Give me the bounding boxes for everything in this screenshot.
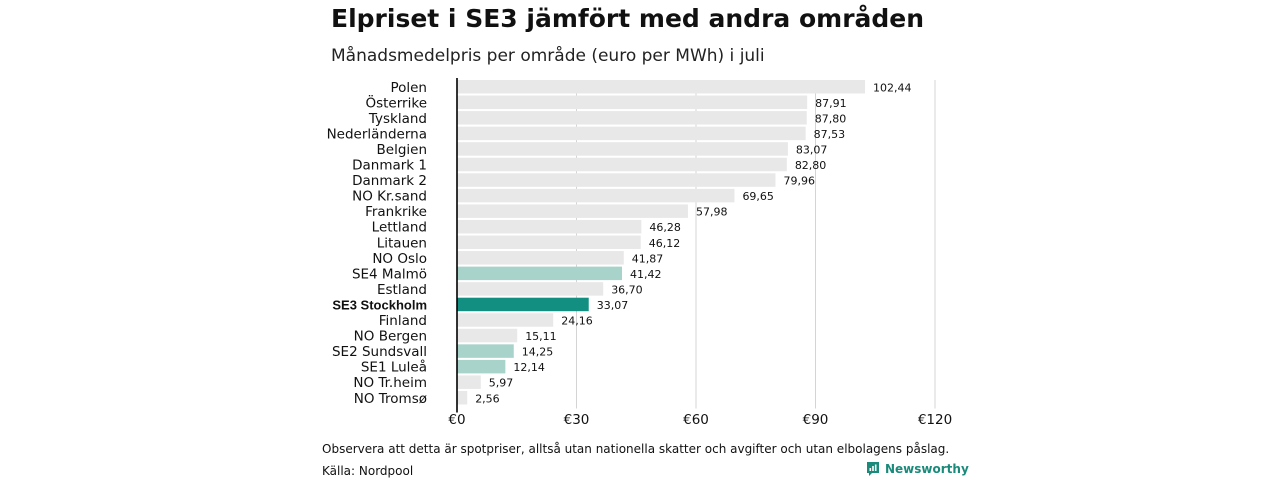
bar (457, 282, 604, 296)
bar (457, 266, 622, 281)
value-label: 57,98 (696, 206, 728, 219)
category-label: Litauen (377, 235, 427, 251)
bar (457, 80, 866, 94)
category-label: NO Kr.sand (352, 189, 427, 205)
category-label: NO Bergen (354, 329, 427, 345)
value-label: 79,96 (784, 175, 816, 188)
bar (457, 313, 554, 327)
bar (457, 251, 624, 265)
bar (457, 391, 468, 405)
bar (457, 204, 688, 218)
chart-subtitle: Månadsmedelpris per område (euro per MWh… (331, 46, 765, 66)
value-label: 102,44 (873, 81, 912, 94)
category-label: Estland (377, 282, 427, 298)
value-label: 2,56 (475, 392, 500, 405)
bar (457, 126, 806, 141)
footnote: Observera att detta är spotpriser, allts… (322, 442, 950, 456)
category-label: Nederländerna (327, 126, 427, 142)
brand-name: Newsworthy (885, 462, 969, 476)
bar (457, 328, 518, 343)
category-label: Polen (390, 80, 427, 96)
category-label: Lettland (372, 220, 427, 236)
category-label: NO Oslo (372, 251, 427, 267)
bar-chart: 102,44 Polen 87,91 Österrike 87,80 Tyskland 87… (327, 78, 952, 428)
value-label: 33,07 (597, 299, 629, 312)
category-label: NO Tr.heim (353, 375, 427, 391)
bar (457, 157, 787, 172)
bar (457, 111, 807, 125)
value-label: 41,42 (630, 268, 662, 281)
bar (457, 344, 514, 358)
category-label: Österrike (365, 93, 427, 111)
bar (457, 219, 642, 234)
category-label: SE2 Sundsvall (332, 344, 427, 360)
bar (457, 297, 589, 312)
category-label: Frankrike (365, 204, 427, 220)
value-label: 46,12 (649, 237, 681, 250)
value-label: 24,16 (561, 315, 593, 328)
value-label: 87,53 (814, 128, 846, 141)
value-label: 5,97 (489, 377, 514, 390)
value-label: 87,91 (815, 97, 847, 110)
x-tick-label: €0 (448, 412, 465, 428)
value-label: 41,87 (632, 252, 664, 265)
category-label: SE1 Luleå (361, 359, 427, 376)
value-label: 14,25 (522, 346, 554, 359)
value-label: 36,70 (611, 283, 643, 296)
value-label: 87,80 (815, 112, 847, 125)
value-label: 12,14 (513, 361, 545, 374)
bar (457, 173, 776, 187)
value-label: 82,80 (795, 159, 827, 172)
bar (457, 188, 735, 203)
category-label: Danmark 1 (352, 158, 427, 174)
category-label: Belgien (377, 142, 428, 158)
chart-title: Elpriset i SE3 jämfört med andra områden (331, 4, 925, 33)
x-tick-label: €30 (564, 412, 590, 428)
bar (457, 95, 808, 110)
value-label: 83,07 (796, 143, 828, 156)
x-tick-label: €90 (803, 412, 829, 428)
x-tick-label: €60 (683, 412, 709, 428)
category-label: SE4 Malmö (352, 266, 427, 282)
value-label: 46,28 (649, 221, 681, 234)
newsworthy-icon (867, 462, 879, 476)
x-tick-label: €120 (918, 412, 952, 428)
bar (457, 235, 641, 249)
value-label: 69,65 (742, 190, 774, 203)
value-label: 15,11 (525, 330, 557, 343)
category-label: Danmark 2 (352, 173, 427, 189)
bar (457, 142, 788, 156)
bar (457, 375, 481, 389)
newsworthy-logo: Newsworthy (866, 461, 969, 477)
source-text: Källa: Nordpool (322, 464, 414, 478)
category-label: Tyskland (368, 111, 427, 127)
category-label: SE3 Stockholm (332, 297, 427, 312)
category-label: NO Tromsø (354, 391, 427, 407)
category-label: Finland (379, 313, 427, 329)
bar (457, 359, 506, 374)
